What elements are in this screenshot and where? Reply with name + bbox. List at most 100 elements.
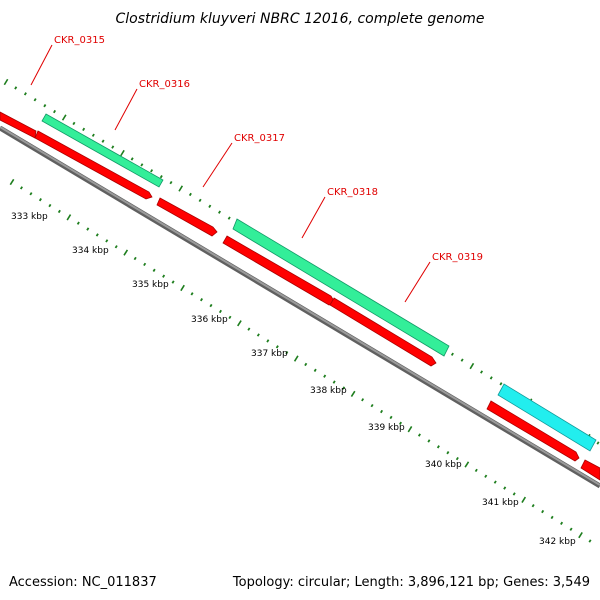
tick-mark <box>588 539 592 543</box>
scale-label-342: 342 kbp <box>539 537 576 547</box>
tick-mark <box>436 445 440 449</box>
tick-mark <box>114 245 118 249</box>
tick-mark <box>111 145 115 149</box>
tick-mark <box>66 214 72 221</box>
tick-mark <box>53 109 57 114</box>
tick-mark <box>531 504 535 508</box>
tick-mark <box>159 175 163 179</box>
tick-mark <box>256 333 260 337</box>
tick-mark <box>464 461 470 468</box>
scale-label-339: 339 kbp <box>368 423 405 433</box>
tick-mark <box>152 268 156 272</box>
cds-arrow[interactable] <box>580 459 600 481</box>
tick-mark <box>227 216 231 220</box>
tick-mark <box>417 433 421 437</box>
tick-mark <box>169 180 173 185</box>
tick-mark <box>61 114 67 121</box>
tick-mark <box>72 121 76 126</box>
tick-mark <box>209 303 213 308</box>
gene-label-leaders <box>30 44 431 303</box>
gene-label-ckr-0315[interactable]: CKR_0315 <box>54 35 105 46</box>
feature-track <box>0 111 600 481</box>
tick-mark <box>275 345 279 349</box>
tick-mark <box>43 104 47 108</box>
tick-mark <box>188 192 192 197</box>
tick-mark <box>120 149 125 157</box>
tick-mark <box>228 315 232 320</box>
inner-tick-marks <box>9 178 592 543</box>
tick-mark <box>560 521 564 526</box>
tick-mark <box>541 509 545 514</box>
tick-mark <box>3 78 9 86</box>
genome-backbone <box>0 125 600 489</box>
tick-mark <box>332 380 336 384</box>
tick-mark <box>208 204 212 208</box>
tick-mark <box>503 486 507 490</box>
gene-label-ckr-0316[interactable]: CKR_0316 <box>139 79 190 90</box>
gene-label-ckr-0317[interactable]: CKR_0317 <box>234 133 285 144</box>
tick-mark <box>105 239 109 243</box>
map-title: Clostridium kluyveri NBRC 12016, complet… <box>115 11 484 27</box>
tick-mark <box>14 86 18 90</box>
tick-mark <box>293 355 299 362</box>
tick-mark <box>427 439 431 443</box>
tick-mark <box>407 426 413 433</box>
tick-mark <box>484 474 488 478</box>
tick-mark <box>178 185 184 192</box>
tick-mark <box>499 382 503 386</box>
tick-mark <box>143 262 147 267</box>
scale-label-341: 341 kbp <box>482 498 519 508</box>
tick-mark <box>180 284 185 292</box>
tick-mark <box>350 390 356 398</box>
scale-label-338: 338 kbp <box>310 386 347 396</box>
tick-mark <box>493 480 497 484</box>
tick-mark <box>237 320 242 327</box>
tick-mark <box>398 421 402 425</box>
scale-label-335: 335 kbp <box>132 280 169 290</box>
tick-mark <box>361 398 365 402</box>
tick-mark <box>218 210 222 214</box>
tick-mark <box>389 415 393 420</box>
tick-mark <box>446 451 450 455</box>
tick-mark <box>29 192 33 196</box>
tick-mark <box>266 339 270 343</box>
tick-mark <box>218 309 222 314</box>
gene-bar[interactable] <box>232 218 450 357</box>
tick-mark <box>82 127 86 132</box>
tick-mark <box>123 249 129 256</box>
tick-mark <box>150 169 154 173</box>
tick-mark <box>578 531 583 539</box>
tick-mark <box>133 256 137 261</box>
tick-mark <box>19 186 23 190</box>
tick-mark <box>198 198 202 203</box>
gene-label-ckr-0318[interactable]: CKR_0318 <box>327 187 378 198</box>
cds-arrow[interactable] <box>329 297 437 367</box>
tick-mark <box>550 515 554 520</box>
tick-mark <box>569 527 573 531</box>
gene-label-ckr-0319[interactable]: CKR_0319 <box>432 252 483 263</box>
tick-mark <box>200 298 204 302</box>
tick-mark <box>455 456 459 461</box>
scale-label-337: 337 kbp <box>251 349 288 359</box>
tick-mark <box>480 370 484 374</box>
tick-mark <box>469 362 475 370</box>
cds-arrow[interactable] <box>486 400 580 462</box>
gene-bar[interactable] <box>41 113 164 188</box>
tick-mark <box>76 221 80 225</box>
tick-mark <box>190 292 194 296</box>
accession-text: Accession: NC_011837 <box>9 575 157 590</box>
cds-arrow[interactable] <box>34 130 153 200</box>
tick-mark <box>323 374 327 378</box>
tick-mark <box>57 209 61 214</box>
tick-mark <box>9 178 15 186</box>
tick-mark <box>521 496 527 503</box>
gene-bar[interactable] <box>497 383 597 452</box>
tick-mark <box>285 351 289 355</box>
tick-mark <box>86 227 90 231</box>
cds-arrow[interactable] <box>156 197 218 237</box>
tick-mark <box>101 139 105 143</box>
tick-mark <box>596 441 600 445</box>
tick-mark <box>130 157 134 161</box>
tick-mark <box>33 98 37 102</box>
